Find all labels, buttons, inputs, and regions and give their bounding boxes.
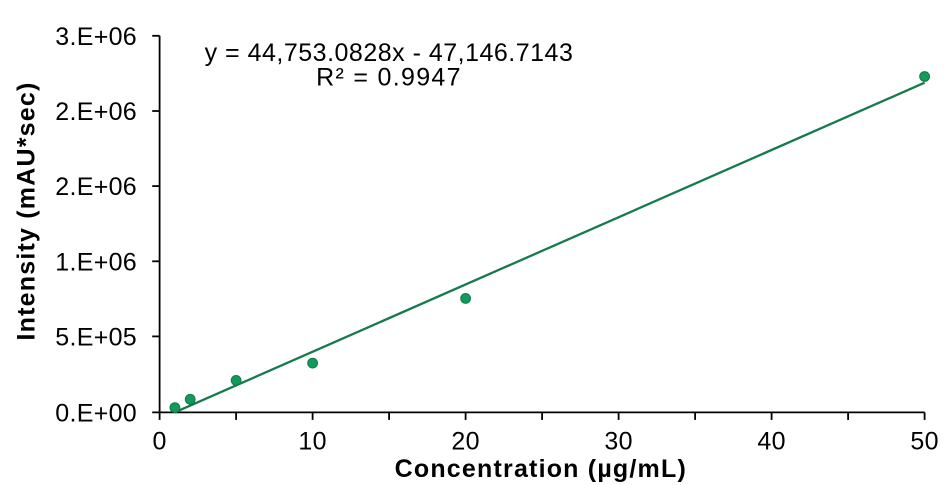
svg-text:30: 30 xyxy=(604,428,632,456)
svg-text:Intensity (mAU*sec): Intensity (mAU*sec) xyxy=(13,82,41,341)
svg-text:y = 44,753.0828x - 47,146.7143: y = 44,753.0828x - 47,146.7143 xyxy=(205,39,574,67)
svg-text:Concentration (µg/mL): Concentration (µg/mL) xyxy=(395,455,687,483)
svg-text:40: 40 xyxy=(757,428,785,456)
svg-text:20: 20 xyxy=(451,428,479,456)
svg-text:10: 10 xyxy=(298,428,326,456)
svg-text:2.E+06: 2.E+06 xyxy=(55,98,137,126)
svg-text:3.E+06: 3.E+06 xyxy=(55,23,137,51)
svg-text:2.E+06: 2.E+06 xyxy=(55,173,137,201)
svg-text:5.E+05: 5.E+05 xyxy=(55,323,137,351)
svg-text:0.E+00: 0.E+00 xyxy=(55,399,137,427)
svg-text:0: 0 xyxy=(152,428,166,456)
svg-text:1.E+06: 1.E+06 xyxy=(55,248,137,276)
svg-text:R² = 0.9947: R² = 0.9947 xyxy=(316,63,462,91)
svg-text:50: 50 xyxy=(910,428,938,456)
